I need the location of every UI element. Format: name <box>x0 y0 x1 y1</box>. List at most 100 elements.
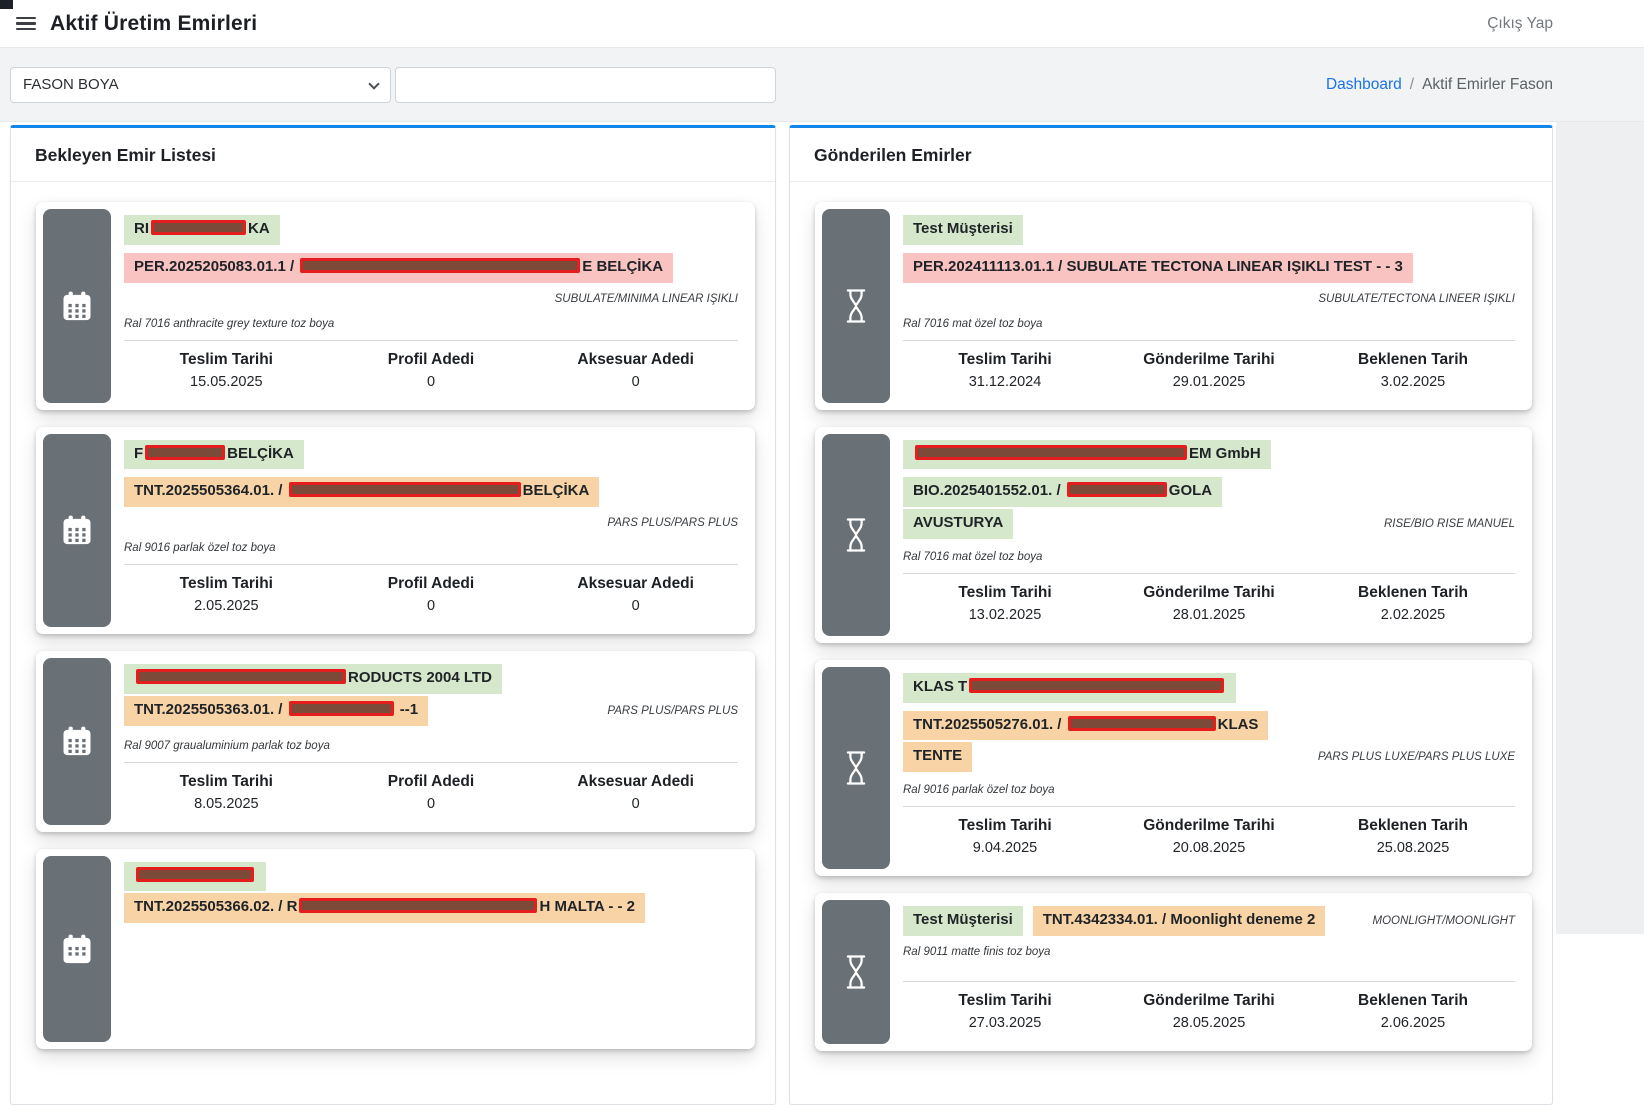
pending-order-card[interactable]: RI KA PER.2025205083.01.1 / E BELÇİKA SUB… <box>36 202 755 410</box>
redaction-box <box>288 482 521 498</box>
pending-orders-list: RI KA PER.2025205083.01.1 / E BELÇİKA SUB… <box>11 182 775 1069</box>
column-value: 27.03.2025 <box>968 1015 1042 1031</box>
column-header: Aksesuar Adedi <box>577 772 694 790</box>
paint-label: Ral 9011 matte finis toz boya <box>903 945 1051 958</box>
column-header: Teslim Tarihi <box>958 583 1052 601</box>
model-label: PARS PLUS/PARS PLUS <box>607 517 738 529</box>
order-badge: TNT.4342334.01. / Moonlight deneme 2 <box>1032 906 1326 936</box>
model-label: SUBULATE/MINIMA LINEAR IŞIKLI <box>554 292 738 305</box>
customer-badge-line2: AVUSTURYA <box>903 509 1014 539</box>
redaction-box <box>299 898 538 914</box>
column-value: 15.05.2025 <box>190 373 263 390</box>
column-header: Teslim Tarihi <box>179 575 273 592</box>
logout-link[interactable]: Çıkış Yap <box>1487 14 1553 32</box>
column-header: Gönderilme Tarihi <box>1143 350 1275 368</box>
order-badge: PER.202411113.01.1 / SUBULATE TECTONA LI… <box>903 252 1413 283</box>
order-badge-line2: TENTE <box>903 742 973 772</box>
column-value: 9.04.2025 <box>972 840 1038 856</box>
sidebar-edge <box>0 0 13 9</box>
paint-label: Ral 9007 graualuminium parlak toz boya <box>124 739 330 752</box>
order-badge: BIO.2025401552.01. / GOLA <box>903 477 1223 507</box>
customer-badge: RODUCTS 2004 LTD <box>124 664 502 694</box>
customer-badge: F BELÇİKA <box>124 439 304 470</box>
customer-badge: Test Müşterisi <box>903 906 1023 936</box>
hourglass-icon <box>822 666 890 869</box>
redaction-box <box>145 444 226 460</box>
sent-order-card[interactable]: EM GmbH BIO.2025401552.01. / GOLA AVUSTU… <box>815 426 1532 643</box>
paint-label: Ral 7016 anthracite grey texture toz boy… <box>124 317 335 330</box>
customer-badge: RI KA <box>124 215 280 245</box>
column-header: Teslim Tarihi <box>958 992 1052 1009</box>
order-badge: TNT.2025505363.01. / --1 <box>124 695 429 726</box>
search-input[interactable] <box>395 66 776 103</box>
column-header: Gönderilme Tarihi <box>1143 992 1275 1009</box>
order-badge: PER.2025205083.01.1 / E BELÇİKA <box>124 252 674 283</box>
hourglass-icon <box>822 433 890 636</box>
column-value: 28.05.2025 <box>1172 1015 1246 1031</box>
column-header: Beklenen Tarih <box>1358 583 1468 601</box>
sent-order-card[interactable]: Test Müşterisi PER.202411113.01.1 / SUBU… <box>815 202 1532 410</box>
paint-label: Ral 9016 parlak özel toz boya <box>903 784 1055 796</box>
main-content: Bekleyen Emir Listesi <box>0 122 1644 1105</box>
column-value: 13.02.2025 <box>968 606 1042 623</box>
sent-orders-panel: Gönderilen Emirler Test Müşterisi PER.20… <box>789 125 1553 1105</box>
column-header: Teslim Tarihi <box>958 350 1052 368</box>
redaction-box <box>136 669 346 684</box>
calendar-icon <box>43 658 111 825</box>
column-header: Teslim Tarihi <box>958 817 1052 834</box>
order-type-select[interactable]: FASON BOYA <box>10 66 391 103</box>
paint-label: Ral 9016 parlak özel toz boya <box>124 542 276 554</box>
column-header: Profil Adedi <box>387 350 475 368</box>
calendar-icon <box>43 855 111 1042</box>
model-label: PARS PLUS LUXE/PARS PLUS LUXE <box>1317 751 1515 764</box>
redaction-box <box>151 220 246 235</box>
column-value: 8.05.2025 <box>194 795 259 812</box>
column-header: Profil Adedi <box>387 575 475 592</box>
order-type-select-wrap: FASON BOYA <box>10 66 391 103</box>
page-background <box>1556 122 1644 934</box>
column-value: 3.02.2025 <box>1380 373 1446 390</box>
breadcrumb-dashboard-link[interactable]: Dashboard <box>1325 75 1402 93</box>
breadcrumb: Dashboard / Aktif Emirler Fason <box>1326 76 1553 94</box>
column-header: Beklenen Tarih <box>1358 350 1468 368</box>
pending-order-card[interactable]: RODUCTS 2004 LTD TNT.2025505363.01. / --… <box>36 651 755 832</box>
sent-order-card[interactable]: Test Müşterisi TNT.4342334.01. / Moonlig… <box>815 893 1532 1051</box>
calendar-icon <box>43 433 111 627</box>
sent-orders-list: Test Müşterisi PER.202411113.01.1 / SUBU… <box>790 182 1552 1071</box>
column-value: 0 <box>426 795 436 812</box>
column-header: Teslim Tarihi <box>179 772 273 790</box>
calendar-icon <box>43 209 111 403</box>
model-label: MOONLIGHT/MOONLIGHT <box>1372 914 1515 927</box>
page-title: Aktif Üretim Emirleri <box>50 11 258 35</box>
sent-order-card[interactable]: KLAS T TNT.2025505276.01. / KLAS TENTE P… <box>815 659 1532 876</box>
redaction-box <box>915 444 1187 460</box>
customer-badge: EM GmbH <box>903 439 1271 470</box>
breadcrumb-current: Aktif Emirler Fason <box>1422 75 1553 93</box>
customer-badge: Test Müşterisi <box>903 215 1023 245</box>
column-header: Teslim Tarihi <box>179 350 273 368</box>
pending-order-card[interactable]: F BELÇİKA TNT.2025505364.01. / BELÇİKA PA… <box>36 426 755 634</box>
column-value: 2.02.2025 <box>1380 606 1446 623</box>
column-value: 29.01.2025 <box>1172 373 1246 390</box>
column-value: 2.06.2025 <box>1380 1015 1446 1031</box>
redaction-box <box>136 866 254 882</box>
column-header: Beklenen Tarih <box>1358 817 1468 834</box>
redaction-box <box>1067 715 1216 731</box>
order-badge: TNT.2025505276.01. / KLAS <box>903 710 1269 741</box>
column-value: 28.01.2025 <box>1172 606 1246 623</box>
column-value: 0 <box>426 598 436 614</box>
column-header: Gönderilme Tarihi <box>1143 583 1275 601</box>
pending-orders-title: Bekleyen Emir Listesi <box>11 128 775 182</box>
column-header: Beklenen Tarih <box>1358 992 1468 1009</box>
model-label: RISE/BIO RISE MANUEL <box>1383 517 1515 530</box>
redaction-box <box>1066 482 1167 498</box>
redaction-box <box>300 257 581 273</box>
column-value: 0 <box>426 373 436 390</box>
sent-orders-title: Gönderilen Emirler <box>790 128 1552 182</box>
paint-label: Ral 7016 mat özel toz boya <box>903 550 1043 563</box>
column-value: 2.05.2025 <box>194 598 259 614</box>
customer-badge <box>124 861 266 892</box>
menu-toggle-icon[interactable] <box>16 16 36 31</box>
column-value: 0 <box>631 795 640 812</box>
